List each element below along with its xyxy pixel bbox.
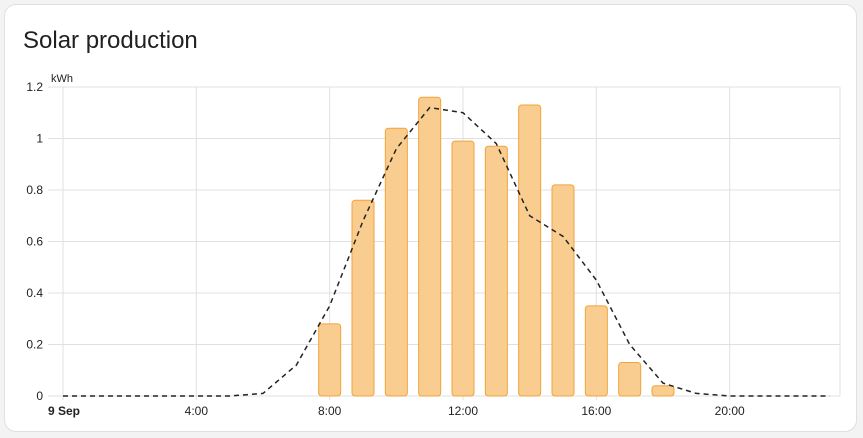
y-tick-label: 0.8 xyxy=(26,183,43,197)
card-title: Solar production xyxy=(23,27,198,54)
y-tick-label: 1 xyxy=(36,132,43,146)
y-tick-label: 0.2 xyxy=(26,338,43,352)
x-tick-label: 16:00 xyxy=(581,404,611,418)
production-bar xyxy=(418,96,442,397)
x-tick-label: 12:00 xyxy=(448,404,478,418)
x-tick-label: 20:00 xyxy=(715,404,745,418)
y-tick-label: 0 xyxy=(36,389,43,403)
x-tick-label: 8:00 xyxy=(318,404,342,418)
forecast-line xyxy=(63,106,830,397)
production-bar xyxy=(651,385,675,397)
y-tick-label: 0.4 xyxy=(26,286,43,300)
production-bar xyxy=(384,127,408,397)
production-bar xyxy=(584,305,608,397)
y-tick-label: 1.2 xyxy=(26,80,43,94)
x-tick-label: 4:00 xyxy=(185,404,209,418)
y-tick-label: 0.6 xyxy=(26,235,43,249)
production-bar xyxy=(518,104,542,397)
production-bar xyxy=(618,362,642,397)
production-bar xyxy=(451,140,475,397)
production-bar xyxy=(318,323,342,397)
production-bar xyxy=(351,199,375,397)
production-bar xyxy=(551,184,575,397)
production-bar xyxy=(484,145,508,397)
y-axis-unit-label: kWh xyxy=(51,73,73,85)
x-tick-label: 9 Sep xyxy=(48,404,80,418)
